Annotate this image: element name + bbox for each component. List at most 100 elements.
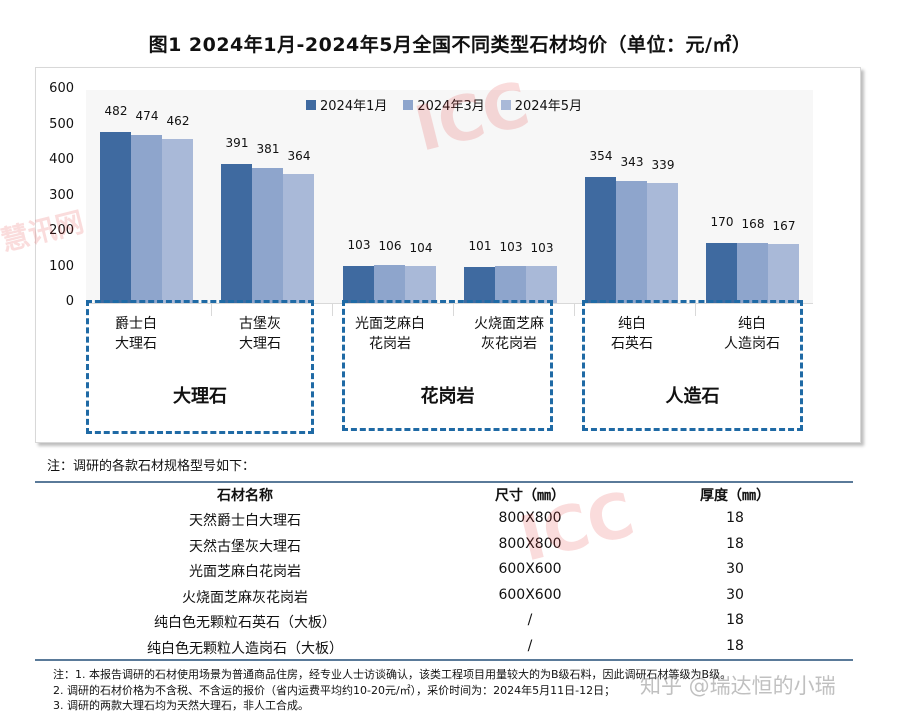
table-note-heading: 注：调研的各款石材规格型号如下：: [47, 459, 256, 474]
group-box: [86, 300, 314, 434]
footnote-3: 3. 调研的两款大理石均为天然大理石，非人工合成。: [53, 699, 309, 712]
bar: [737, 243, 768, 303]
bar: [405, 266, 436, 303]
table-cell: /: [527, 637, 533, 654]
table-cell: 天然古堡灰大理石: [189, 538, 301, 555]
data-label: 101: [468, 239, 492, 254]
data-label: 474: [135, 108, 159, 123]
legend-item: 2024年1月: [306, 95, 387, 114]
table-cell: 光面芝麻白花岗岩: [189, 564, 301, 580]
y-tick-label: 500: [49, 116, 74, 132]
table-cell: 纯白色无颗粒石英石（大板）: [154, 615, 336, 631]
bar: [768, 243, 799, 303]
bar: [706, 242, 737, 303]
table-cell: /: [527, 612, 533, 628]
y-tick-label: 200: [49, 223, 74, 238]
x-axis-tick: [453, 304, 454, 316]
table-top-rule: [35, 481, 853, 483]
bar: [252, 167, 283, 303]
legend-label: 2024年1月: [320, 99, 388, 114]
legend-item: 2024年5月: [500, 95, 583, 114]
data-label: 106: [378, 239, 402, 254]
table-cell: 18: [726, 510, 744, 526]
footnote-1: 注：1. 本报告调研的石材使用场景为普通商品住房，经专业人士访谈确认，该类工程项…: [53, 668, 732, 681]
x-axis-tick: [332, 304, 333, 316]
category-label: 爵士白 大理石: [115, 316, 157, 352]
data-label: 364: [287, 148, 311, 163]
data-label: 170: [710, 214, 734, 229]
table-cell: 600X600: [498, 561, 562, 577]
legend-label: 2024年5月: [514, 99, 583, 114]
table-row: 纯白色无颗粒人造岗石（大板） / 18: [35, 638, 853, 663]
data-label: 354: [589, 149, 613, 164]
bar: [495, 266, 526, 303]
chart-frame: 0 100 200 300 400 500 600 482 474 462 391 381 364 10…: [35, 67, 861, 443]
footnote-2: 2. 调研的石材价格为不含税、不含运的报价（省内运费平均约10-20元/㎡），采…: [53, 683, 616, 697]
category-label: 古堡灰 大理石: [239, 316, 281, 352]
plot-area: [86, 90, 813, 303]
group-box: [582, 300, 803, 431]
table-cell: 800X800: [498, 535, 562, 552]
y-tick-label: 400: [49, 152, 74, 167]
data-label: 482: [104, 103, 128, 118]
zhihu-watermark: 知乎 @瑞达恒的小瑞: [640, 674, 836, 698]
x-axis-tick: [695, 304, 696, 316]
table-header-row: 石材名称 尺寸（㎜） 厚度（㎜）: [35, 485, 853, 510]
table-cell: 18: [726, 637, 744, 654]
bar: [162, 138, 193, 303]
table-row: 火烧面芝麻灰花岗岩 600X600 30: [35, 587, 853, 612]
category-label: 火烧面芝麻 灰花岗岩: [474, 316, 544, 352]
legend-item: 2024年3月: [403, 95, 485, 114]
data-label: 339: [651, 157, 675, 172]
data-label: 103: [530, 241, 554, 256]
table-cell: 火烧面芝麻灰花岗岩: [182, 589, 308, 606]
legend: 2024年1月 2024年3月 2024年5月: [306, 95, 582, 114]
table-row: 天然古堡灰大理石 800X800 18: [35, 536, 853, 561]
legend-swatch-icon: [500, 99, 511, 110]
bar: [343, 266, 374, 303]
table-cell: 600X600: [498, 586, 562, 603]
table-row: 天然爵士白大理石 800X800 18: [35, 510, 853, 535]
data-label: 104: [409, 241, 433, 256]
data-label: 462: [166, 113, 190, 128]
bar: [100, 131, 131, 303]
group-label: 人造石: [665, 386, 720, 407]
bar: [131, 134, 162, 303]
y-tick-label: 600: [49, 81, 74, 96]
table-cell: 天然爵士白大理石: [189, 513, 301, 529]
y-tick-label: 0: [65, 294, 74, 309]
x-axis-line: [86, 303, 813, 304]
bar: [647, 182, 678, 303]
category-label: 纯白 石英石: [611, 316, 653, 352]
legend-label: 2024年3月: [417, 99, 485, 114]
bar: [616, 181, 647, 303]
data-label: 381: [256, 141, 280, 156]
data-label: 103: [347, 238, 371, 253]
category-label: 光面芝麻白 花岗岩: [355, 316, 425, 352]
y-tick-label: 100: [49, 258, 74, 274]
bar: [221, 164, 252, 303]
table-cell: 30: [726, 561, 744, 577]
group-label: 大理石: [173, 386, 227, 407]
bar: [585, 177, 616, 303]
header-thickness: 厚度（㎜）: [700, 488, 770, 504]
table-cell: 18: [726, 535, 744, 552]
group-label: 花岗岩: [420, 386, 475, 407]
table-cell: 纯白色无颗粒人造岗石（大板）: [147, 640, 343, 657]
bar: [283, 173, 314, 303]
bar: [464, 267, 495, 303]
data-label: 343: [620, 155, 644, 170]
data-label: 168: [741, 217, 765, 232]
table-bottom-rule: [35, 659, 853, 661]
table-cell: 30: [726, 586, 744, 603]
data-label: 391: [225, 136, 249, 151]
bar: [526, 266, 557, 303]
data-label: 103: [499, 240, 523, 255]
table-row: 光面芝麻白花岗岩 600X600 30: [35, 561, 853, 586]
table-cell: 18: [726, 612, 744, 628]
footnotes: 注：1. 本报告调研的石材使用场景为普通商品住房，经专业人士访谈确认，该类工程项…: [53, 667, 731, 714]
x-axis-tick: [211, 304, 212, 316]
bar: [374, 265, 405, 303]
legend-swatch-icon: [403, 99, 414, 110]
data-label: 167: [772, 218, 796, 233]
